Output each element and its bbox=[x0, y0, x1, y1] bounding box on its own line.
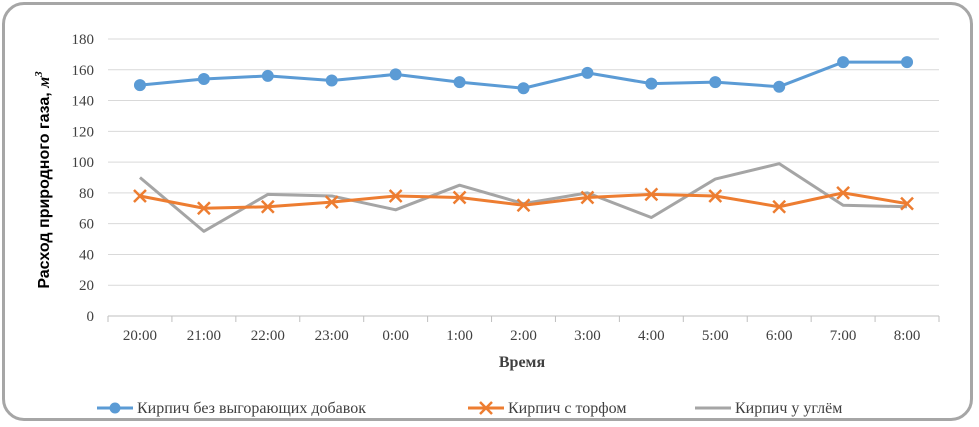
data-point bbox=[901, 56, 914, 69]
x-tick-label: 21:00 bbox=[187, 328, 221, 344]
data-point bbox=[580, 190, 595, 205]
x-tick-label: 6:00 bbox=[766, 328, 793, 344]
data-point bbox=[517, 82, 530, 95]
x-tick-label: 0:00 bbox=[382, 328, 409, 344]
legend-label: Кирпич без выгорающих добавок bbox=[137, 400, 366, 417]
x-tick-label: 7:00 bbox=[830, 328, 857, 344]
y-tick-label: 0 bbox=[87, 309, 95, 325]
data-point bbox=[133, 79, 146, 92]
series-2 bbox=[138, 162, 908, 233]
grid-lines bbox=[108, 38, 939, 286]
legend-item: Кирпич без выгорающих добавок bbox=[97, 400, 366, 417]
x-tick-label: 1:00 bbox=[446, 328, 473, 344]
legend-item: Кирпич у углём bbox=[695, 400, 842, 417]
data-point bbox=[389, 68, 402, 81]
axes bbox=[107, 315, 940, 322]
data-point bbox=[388, 189, 403, 203]
series-group bbox=[133, 56, 914, 233]
data-point bbox=[261, 69, 274, 82]
data-point bbox=[197, 73, 210, 86]
y-tick-label: 20 bbox=[79, 278, 94, 294]
data-point bbox=[197, 201, 211, 216]
y-tick-labels: 0 20 40 60 80 100 120 140 160 180 bbox=[72, 32, 95, 325]
y-tick-label: 100 bbox=[72, 155, 95, 171]
y-tick-label: 40 bbox=[79, 247, 94, 263]
series-1 bbox=[133, 186, 914, 216]
y-tick-label: 120 bbox=[72, 124, 95, 140]
data-point bbox=[452, 190, 467, 205]
series-0 bbox=[133, 56, 914, 95]
x-tick-label: 2:00 bbox=[510, 328, 537, 344]
data-point bbox=[837, 56, 850, 69]
y-tick-label: 60 bbox=[79, 217, 94, 233]
x-axis-title: Время bbox=[499, 354, 546, 371]
legend-label: Кирпич с торфом bbox=[508, 400, 626, 417]
x-tick-label: 5:00 bbox=[702, 328, 729, 344]
y-tick-label: 160 bbox=[72, 63, 95, 79]
legend-marker bbox=[109, 402, 121, 414]
legend: Кирпич без выгорающих добавок Кирпич с то… bbox=[97, 400, 842, 417]
data-point bbox=[709, 76, 722, 89]
data-point bbox=[453, 76, 466, 89]
x-tick-label: 22:00 bbox=[251, 328, 285, 344]
data-point bbox=[644, 187, 659, 202]
data-point bbox=[836, 186, 850, 200]
legend-label: Кирпич у углём bbox=[735, 400, 842, 417]
chart-frame bbox=[2, 2, 973, 421]
data-point bbox=[581, 66, 594, 79]
y-axis-title-text: Расход природного газа, bbox=[36, 88, 53, 289]
y-axis-title: Расход природного газа, м3 bbox=[33, 71, 53, 289]
x-tick-label: 20:00 bbox=[123, 328, 157, 344]
data-point bbox=[324, 195, 339, 210]
legend-item: Кирпич с торфом bbox=[468, 400, 626, 417]
y-tick-label: 140 bbox=[72, 94, 95, 110]
data-point bbox=[325, 74, 338, 87]
data-point bbox=[708, 189, 723, 203]
data-point bbox=[516, 198, 531, 213]
data-point bbox=[772, 199, 787, 214]
x-tick-label: 23:00 bbox=[315, 328, 349, 344]
x-tick-label: 4:00 bbox=[638, 328, 665, 344]
x-tick-labels: 20:00 21:00 22:00 23:00 0:00 1:00 2:00 3:00 4:00… bbox=[123, 328, 920, 344]
data-point bbox=[900, 196, 914, 211]
series-line bbox=[138, 162, 908, 233]
y-axis-title-unit-sup: 3 bbox=[33, 71, 45, 78]
y-tick-label: 180 bbox=[72, 32, 95, 48]
y-axis-title-unit: м bbox=[36, 77, 53, 89]
data-point bbox=[260, 199, 275, 214]
data-point bbox=[133, 189, 147, 203]
x-tick-label: 3:00 bbox=[574, 328, 601, 344]
data-point bbox=[645, 77, 658, 90]
data-point bbox=[773, 80, 786, 93]
x-tick-label: 8:00 bbox=[894, 328, 921, 344]
y-tick-label: 80 bbox=[79, 186, 94, 202]
